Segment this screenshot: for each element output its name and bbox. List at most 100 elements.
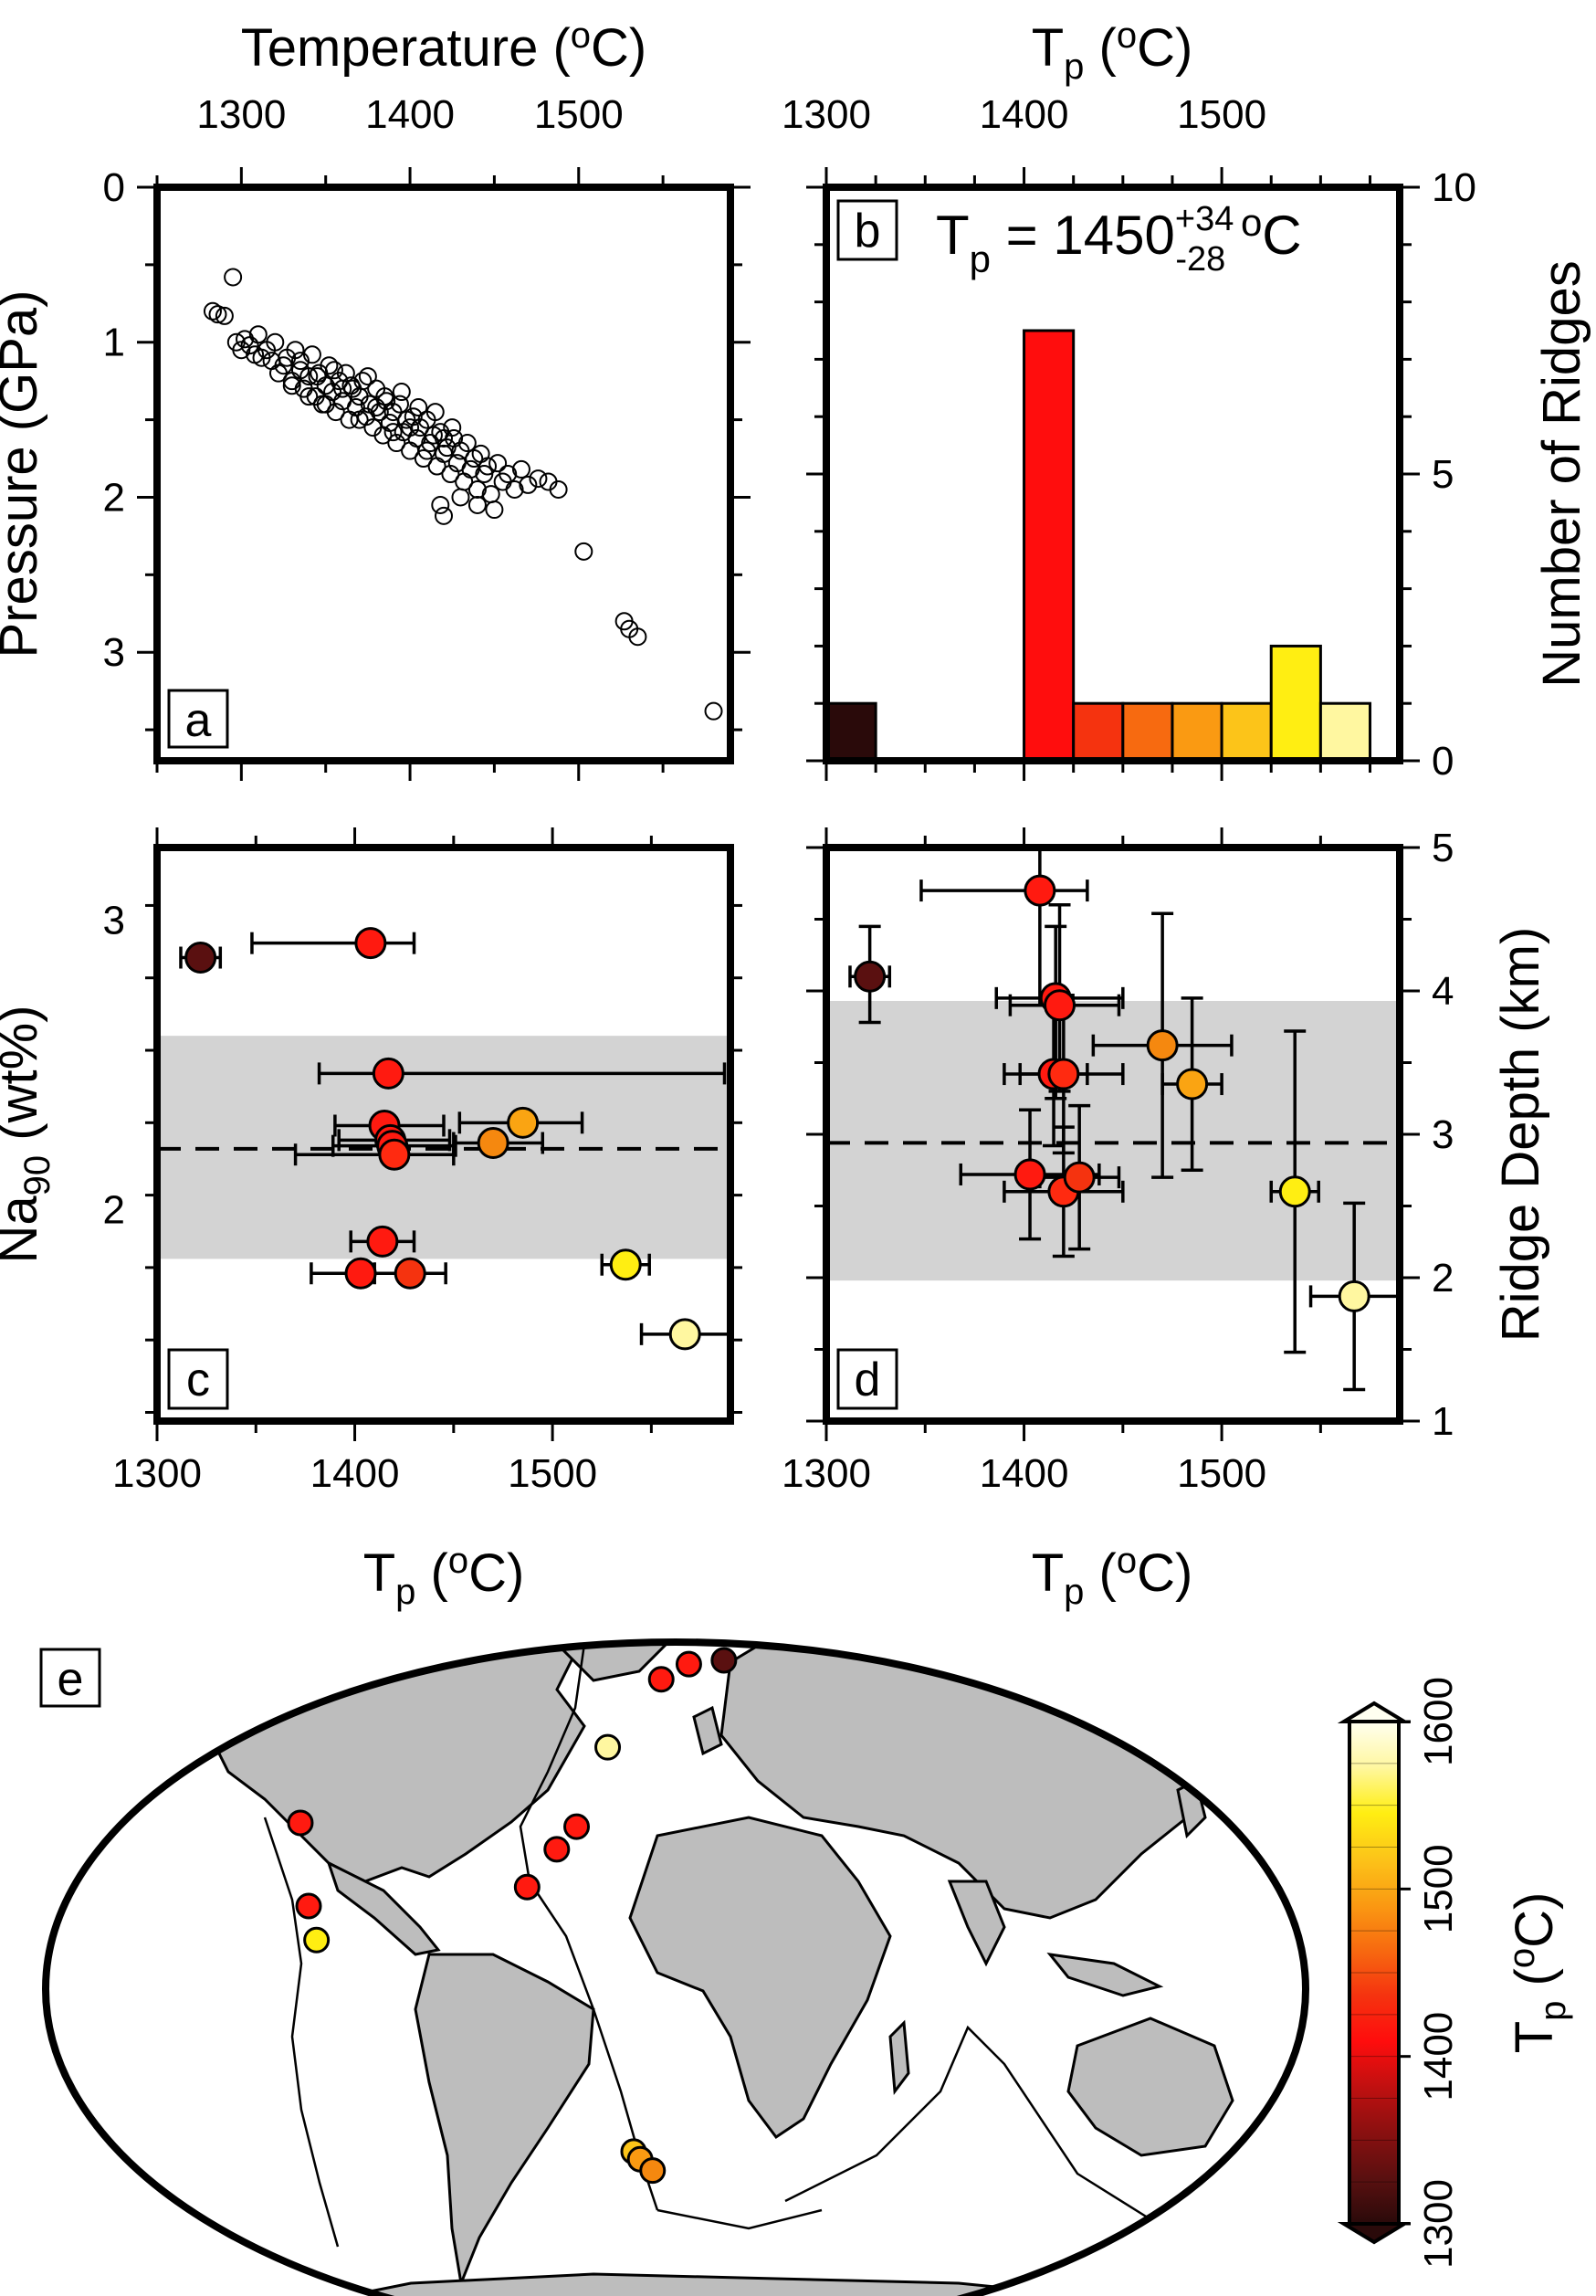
land-south-america [414,1953,595,2289]
data-point [668,1318,701,1351]
data-point [203,301,222,321]
data-point [404,407,423,427]
y-tick-label: 10 [1432,165,1476,210]
x-tick-label: 1500 [1177,92,1266,137]
y-tick-label: 3 [1432,1112,1454,1157]
map-ridges [263,1643,1151,2248]
data-point [333,379,352,398]
y-tick-label: 0 [103,165,125,210]
x-tick-label: 1400 [365,92,455,137]
land-antarctica [272,2272,1192,2296]
ridge-mid-atlantic [519,1643,659,2211]
panel-c-marks [179,927,730,1351]
data-point [184,942,217,974]
histogram-bar [1171,701,1223,763]
data-point [407,428,426,448]
data-point [467,495,487,514]
data-point [529,469,548,489]
ridge-site [513,1873,541,1901]
panel-b-marks [824,329,1372,763]
ridge-site [594,1733,622,1761]
colorbar: 1300 1400 1500 1600 Tp (oC) [1337,1677,1573,2269]
data-point [475,465,494,483]
y-tick-label: 1 [103,321,125,365]
uncertainty-band [826,1000,1400,1281]
panel-b-ticks: 1300 1400 1500 0 5 10 [782,92,1476,784]
colorbar-tick-label: 1600 [1416,1677,1461,1766]
panel-e-letter: e [58,1653,84,1706]
y-tick-label: 0 [1432,739,1454,784]
x-tick-label: 1400 [980,92,1069,137]
data-point [549,479,568,499]
colorbar-tick-label: 1300 [1416,2179,1461,2269]
panel-c: 1300 1400 1500 2 3 c Tp (oC) Na90 (wt%) [0,827,742,1612]
colorbar-tick-label: 1500 [1416,1844,1461,1933]
colorbar-label: Tp (oC) [1502,1892,1573,2054]
data-point [224,268,243,287]
panel-a-marks [203,268,723,721]
panel-c-frame [153,844,734,1425]
data-point [302,345,321,364]
x-tick-label: 1400 [980,1451,1069,1496]
panel-b-annotation: Tp = 1450+34 -28 oC [936,200,1302,280]
panel-b-letter: b [855,205,881,258]
x-tick-label: 1400 [310,1451,400,1496]
histogram-bar [1023,329,1076,763]
data-point [299,367,319,386]
colorbar-bar [1348,1720,1401,2226]
data-point [340,410,359,429]
x-tick-label: 1300 [112,1451,202,1496]
histogram-bar [1318,701,1372,763]
y-tick-label: 2 [103,1187,125,1232]
y-tick-label: 5 [1432,826,1454,870]
map-sites [287,1647,738,2185]
data-point [519,475,538,494]
panel-d-background [826,1000,1400,1281]
colorbar-top-cap [1337,1701,1412,1723]
panel-d-inset-label: d [836,1348,898,1410]
data-point [435,506,453,525]
data-point [394,1257,426,1290]
data-point [358,367,377,386]
panel-c-xlabel: Tp (oC) [363,1541,525,1612]
histogram-bar [824,701,877,763]
land-central-america [326,1860,441,1956]
panel-b-inset-label: b [836,199,898,261]
panel-a-ticks: 1300 1400 1500 0 1 2 3 [103,92,751,781]
data-point [387,434,406,453]
ridge-site [543,1836,571,1863]
data-point [1338,1280,1370,1312]
map-frame [42,1638,1309,2296]
ridge-site [303,1926,331,1954]
data-point [248,325,268,344]
panel-d-ticks: 1300 1400 1500 1 2 3 4 5 [782,826,1454,1496]
data-point [457,434,477,453]
data-point [628,627,647,647]
y-tick-label: 3 [103,630,125,675]
data-point [1278,1175,1311,1208]
data-point [467,479,487,499]
ridge-site [287,1809,314,1837]
ridge-site [295,1892,322,1920]
data-point [390,395,409,414]
data-point [341,376,361,395]
data-point [574,542,593,561]
panel-d-marks [848,848,1400,1392]
data-point [417,441,436,460]
ridge-site [639,2157,667,2185]
data-point [507,1106,540,1139]
x-tick-label: 1500 [508,1451,597,1496]
data-point [208,305,227,324]
data-point [320,356,339,375]
panel-c-ylabel: Na90 (wt%) [0,1006,58,1264]
data-point [421,434,440,453]
data-point [425,403,445,422]
land-australia [1066,2017,1234,2157]
data-point [375,387,394,406]
ridge-site [647,1666,675,1693]
panel-b: 1300 1400 1500 0 5 10 b Tp = 1450+34 -28 oC Tp… [782,16,1591,784]
data-point [511,459,530,479]
data-point [266,332,285,352]
data-point [1063,1161,1096,1194]
